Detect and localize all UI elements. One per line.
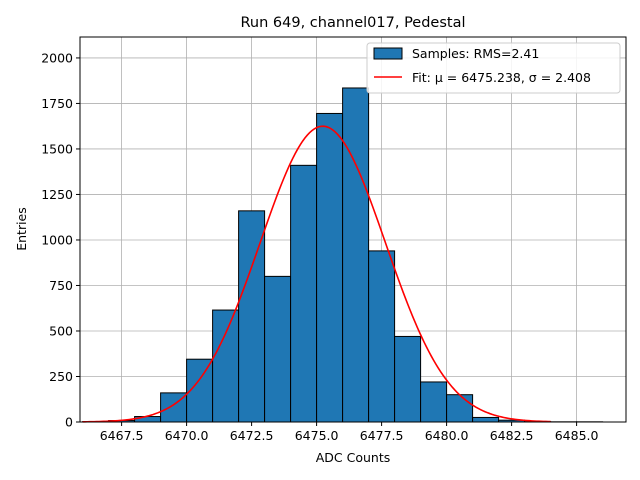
histogram-bar-8 xyxy=(290,164,318,423)
histogram-bar-7 xyxy=(264,275,292,423)
x-tick-label-6: 6482.5 xyxy=(490,428,534,443)
fit-curve xyxy=(82,125,551,423)
x-tick-label-7: 6485.0 xyxy=(555,428,599,443)
legend-samples-label: Samples: RMS=2.41 xyxy=(412,46,539,61)
chart-title: Run 649, channel017, Pedestal xyxy=(240,15,465,31)
fit-curve-layer xyxy=(82,125,551,423)
legend: Samples: RMS=2.41 Fit: μ = 6475.238, σ =… xyxy=(366,42,621,94)
histogram-bar-5 xyxy=(212,309,240,423)
histogram-bar-11 xyxy=(368,250,396,423)
legend-samples-swatch xyxy=(373,47,403,60)
histogram-bars xyxy=(82,87,604,423)
x-axis-label: ADC Counts xyxy=(316,450,391,465)
x-tick-label-3: 6475.0 xyxy=(295,428,339,443)
x-tick-label-0: 6467.5 xyxy=(100,428,144,443)
y-tick-label-5: 1250 xyxy=(41,187,73,202)
legend-box xyxy=(366,42,621,94)
histogram-bar-12 xyxy=(394,335,422,423)
histogram-bar-6 xyxy=(238,210,266,423)
y-tick-label-6: 1500 xyxy=(41,141,73,156)
y-axis-label: Entries xyxy=(14,207,29,251)
histogram-bar-9 xyxy=(316,112,344,423)
x-tick-label-2: 6472.5 xyxy=(230,428,274,443)
histogram-bar-13 xyxy=(420,381,448,423)
y-tick-label-1: 250 xyxy=(49,369,73,384)
y-tick-label-3: 750 xyxy=(49,278,73,293)
histogram-bar-10 xyxy=(342,87,370,423)
x-tick-label-1: 6470.0 xyxy=(165,428,209,443)
y-tick-label-2: 500 xyxy=(49,323,73,338)
histogram-bar-14 xyxy=(446,394,474,423)
x-tick-label-5: 6480.0 xyxy=(425,428,469,443)
histogram-bar-15 xyxy=(472,416,500,423)
y-axis-ticks: 0 250 500 750 1000 1250 1500 1750 2000 xyxy=(41,50,80,430)
y-tick-label-7: 1750 xyxy=(41,96,73,111)
legend-fit-label: Fit: μ = 6475.238, σ = 2.408 xyxy=(412,70,591,85)
y-tick-label-8: 2000 xyxy=(41,50,73,65)
y-tick-label-0: 0 xyxy=(65,415,73,430)
x-axis-ticks: 6467.5 6470.0 6472.5 6475.0 6477.5 6480.0 6482… xyxy=(100,422,599,443)
axes-frame xyxy=(79,36,627,423)
y-tick-label-4: 1000 xyxy=(41,232,73,247)
x-tick-label-4: 6477.5 xyxy=(360,428,404,443)
